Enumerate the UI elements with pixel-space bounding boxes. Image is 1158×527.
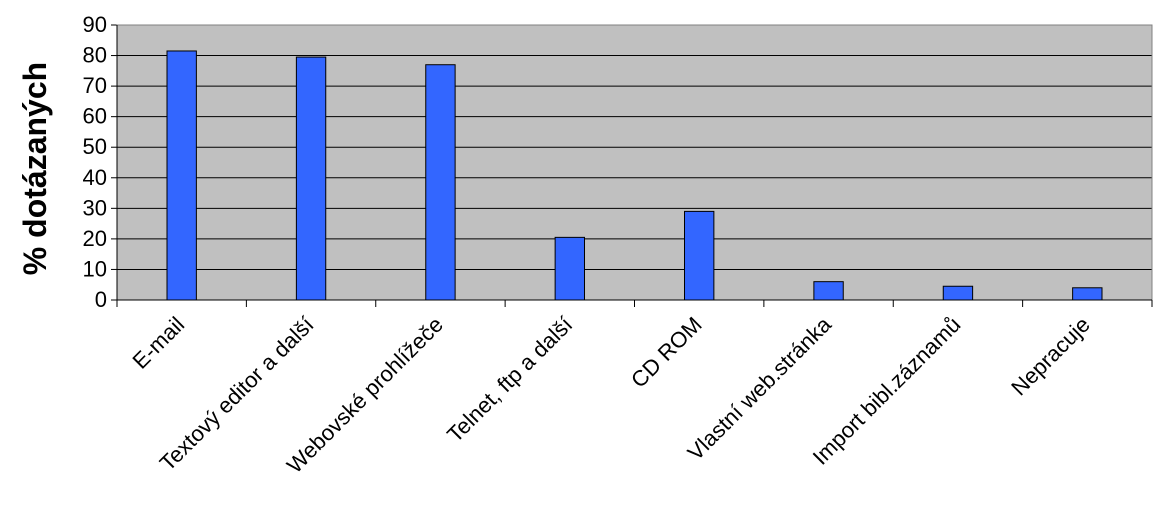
y-tick-label: 10 xyxy=(83,256,107,281)
x-tick-label: E-mail xyxy=(127,312,189,374)
y-tick-label: 90 xyxy=(83,12,107,37)
y-tick-label: 60 xyxy=(83,104,107,129)
bar-7 xyxy=(942,285,974,301)
bar-2 xyxy=(295,56,327,301)
x-tick-label: Nepracuje xyxy=(1006,312,1095,401)
y-axis-label: % dotázaných xyxy=(17,62,53,275)
y-tick-label: 20 xyxy=(83,226,107,251)
bar-3 xyxy=(425,64,456,301)
y-tick-label: 70 xyxy=(83,73,107,98)
bar-6 xyxy=(813,281,844,301)
y-tick-label: 0 xyxy=(95,287,107,312)
bar-5 xyxy=(684,210,715,301)
x-tick-label: Import bibl.záznamů xyxy=(808,312,966,470)
y-tick-label: 30 xyxy=(83,195,107,220)
y-tick-label: 50 xyxy=(83,134,107,159)
bar-1 xyxy=(166,50,197,301)
plot-background xyxy=(117,25,1152,300)
x-tick-label: Telnet, ftp a další xyxy=(442,312,577,447)
bar-4 xyxy=(554,236,585,301)
x-tick-label: CD ROM xyxy=(626,312,707,393)
y-tick-label: 80 xyxy=(83,43,107,68)
x-tick-label: Vlastní web.stránka xyxy=(683,311,837,465)
bar-8 xyxy=(1072,287,1103,301)
y-tick-label: 40 xyxy=(83,165,107,190)
